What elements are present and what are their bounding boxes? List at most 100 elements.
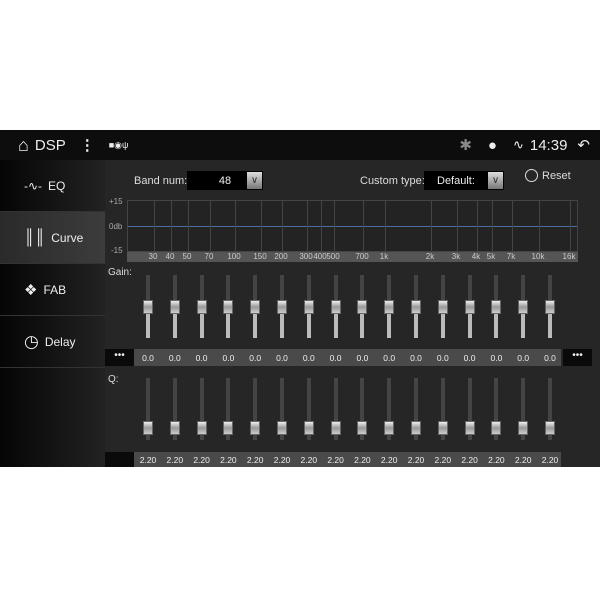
gain-value: 0.0 [517, 353, 530, 363]
freq-label: 200 [274, 252, 288, 261]
freq-label: 70 [204, 252, 214, 261]
q-slider-thumb[interactable] [491, 421, 502, 435]
reset-button[interactable]: Reset [525, 169, 571, 182]
dsp-screen: ⌂ DSP ⋮ ■◉ψ ✱ ● ∿ 14:39 ↶ -∿- EQ ║║ Curve … [0, 130, 600, 467]
q-slider-thumb[interactable] [223, 421, 234, 435]
gain-slider-fill [146, 306, 150, 338]
grid-line [492, 201, 493, 253]
back-icon[interactable]: ↶ [577, 137, 590, 154]
frequency-axis: 30 40 50 70 100 150 200 300 400 500 700 1k 2k 3k 4k 5k 7… [127, 252, 578, 262]
q-slider-track[interactable] [333, 378, 338, 440]
q-slider-thumb[interactable] [250, 421, 261, 435]
q-slider-track[interactable] [226, 378, 231, 440]
q-slider-track[interactable] [280, 378, 284, 440]
q-value: 2.20 [514, 455, 532, 465]
gain-slider-fill [521, 306, 526, 338]
grid-line [154, 201, 155, 253]
grid-line [385, 201, 386, 253]
band-num-select[interactable]: 48 ∨ [187, 171, 263, 190]
gain-value: 0.0 [222, 353, 235, 363]
gain-slider-thumb[interactable] [303, 299, 314, 314]
sidebar-item-curve[interactable]: ║║ Curve [0, 212, 105, 264]
gain-slider-thumb[interactable] [223, 299, 234, 314]
gain-slider-thumb[interactable] [330, 299, 341, 314]
q-slider-track[interactable] [172, 378, 177, 440]
freq-label: 4k [471, 252, 481, 261]
q-slider-track[interactable] [467, 378, 472, 440]
clock-icon: ◷ [24, 331, 39, 351]
sidebar-item-eq[interactable]: -∿- EQ [0, 160, 105, 212]
q-slider-track[interactable] [360, 378, 365, 440]
gain-slider-thumb[interactable] [491, 299, 502, 314]
q-slider-track[interactable] [548, 378, 552, 440]
q-slider-track[interactable] [306, 378, 311, 440]
gain-slider-fill [548, 306, 552, 338]
q-slider-thumb[interactable] [196, 421, 207, 435]
gain-slider-fill [280, 306, 284, 338]
freq-label: 10k [531, 252, 545, 261]
q-slider-track[interactable] [199, 378, 204, 440]
q-value: 2.20 [434, 455, 452, 465]
gain-next-button[interactable]: ••• [563, 349, 592, 366]
gain-slider-thumb[interactable] [357, 299, 368, 314]
more-vert-icon[interactable]: ⋮ [79, 137, 95, 154]
gain-value: 0.0 [436, 353, 449, 363]
gain-slider-thumb[interactable] [411, 299, 421, 314]
grid-line [363, 201, 364, 253]
gain-value: 0.0 [168, 353, 181, 363]
q-slider-track[interactable] [253, 378, 258, 440]
q-slider-track[interactable] [387, 378, 392, 440]
chevron-down-icon: ∨ [247, 172, 262, 189]
gain-prev-button[interactable]: ••• [105, 349, 134, 366]
eq-curve-line [128, 226, 577, 227]
sliders-icon: ║║ [24, 229, 46, 246]
q-slider-thumb[interactable] [143, 421, 153, 435]
q-slider-track[interactable] [521, 378, 526, 440]
sidebar-item-fab[interactable]: ❖ FAB [0, 264, 105, 316]
gain-value: 0.0 [383, 353, 396, 363]
gain-slider-thumb[interactable] [143, 299, 153, 314]
gain-slider-thumb[interactable] [437, 299, 448, 314]
freq-label: 30 [148, 252, 158, 261]
q-slider-thumb[interactable] [169, 421, 180, 435]
gain-slider-thumb[interactable] [169, 299, 180, 314]
sidebar-item-delay[interactable]: ◷ Delay [0, 316, 105, 368]
q-slider-thumb[interactable] [437, 421, 448, 435]
q-slider-thumb[interactable] [518, 421, 529, 435]
home-icon[interactable]: ⌂ [18, 134, 29, 155]
gain-slider-thumb[interactable] [250, 299, 261, 314]
q-slider-thumb[interactable] [357, 421, 368, 435]
q-value: 2.20 [220, 455, 237, 465]
q-value: 2.20 [541, 455, 559, 465]
q-slider-thumb[interactable] [545, 421, 555, 435]
gain-label: Gain: [108, 267, 132, 278]
custom-type-select[interactable]: Default: ∨ [424, 171, 504, 190]
freq-label: 1k [379, 252, 389, 261]
q-slider-track[interactable] [440, 378, 445, 440]
q-value: 2.20 [407, 455, 425, 465]
gain-slider-thumb[interactable] [545, 299, 555, 314]
q-slider-thumb[interactable] [303, 421, 314, 435]
freq-label: 500 [326, 252, 340, 261]
grid-line [307, 201, 308, 253]
notification-icons: ■◉ψ [108, 139, 129, 150]
y-label-top: +15 [109, 197, 123, 206]
gain-slider-thumb[interactable] [464, 299, 475, 314]
gain-slider-thumb[interactable] [518, 299, 529, 314]
freq-label: 50 [182, 252, 192, 261]
freq-label: 150 [253, 252, 267, 261]
q-slider-thumb[interactable] [464, 421, 475, 435]
gain-slider-fill [360, 306, 365, 338]
q-slider-thumb[interactable] [277, 421, 287, 435]
gain-slider-thumb[interactable] [196, 299, 207, 314]
q-slider-track[interactable] [146, 378, 150, 440]
q-slider-track[interactable] [414, 378, 418, 440]
q-slider-track[interactable] [494, 378, 499, 440]
gain-slider-thumb[interactable] [277, 299, 287, 314]
q-slider-thumb[interactable] [411, 421, 421, 435]
bluetooth-icon: ✱ [459, 137, 472, 154]
q-slider-thumb[interactable] [384, 421, 395, 435]
gain-slider-thumb[interactable] [384, 299, 395, 314]
grid-line [321, 201, 322, 253]
q-slider-thumb[interactable] [330, 421, 341, 435]
